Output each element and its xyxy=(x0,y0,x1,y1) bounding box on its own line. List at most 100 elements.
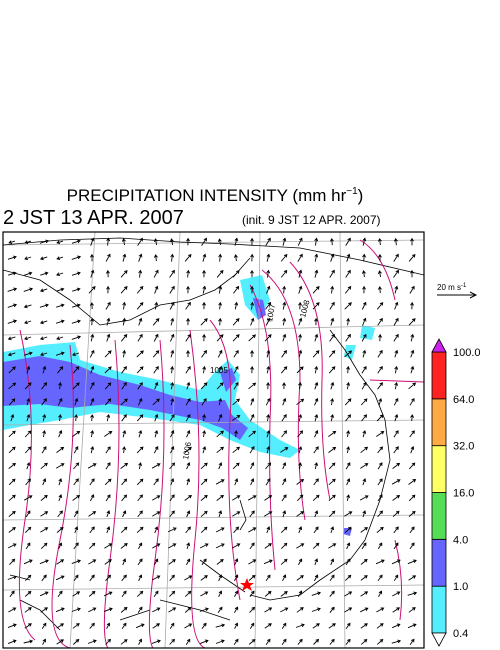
wind-arrow xyxy=(248,334,256,342)
wind-arrow xyxy=(298,269,303,278)
wind-arrow xyxy=(344,591,353,597)
wind-arrow xyxy=(200,462,208,470)
wind-arrow xyxy=(314,269,319,278)
wind-arrow xyxy=(407,623,417,629)
wind-arrow xyxy=(266,414,271,422)
wind-arrow xyxy=(184,590,192,597)
wind-arrow xyxy=(361,270,366,278)
wind-arrow xyxy=(23,495,33,501)
wind-arrow xyxy=(264,495,273,501)
wind-arrow xyxy=(170,446,175,454)
wind-arrow xyxy=(200,526,208,534)
wind-arrow xyxy=(136,526,144,534)
wind-arrow xyxy=(344,350,353,358)
wind-arrow xyxy=(393,526,399,534)
wind-arrow xyxy=(56,287,65,292)
wind-arrow xyxy=(58,494,63,502)
wind-arrow xyxy=(410,365,415,374)
wind-arrow xyxy=(24,430,32,438)
wind-arrow xyxy=(121,478,128,486)
wind-arrow xyxy=(409,397,415,406)
wind-arrow xyxy=(71,607,81,612)
wind-arrow xyxy=(170,381,175,390)
wind-arrow xyxy=(218,365,223,374)
wind-scale-arrow xyxy=(437,291,478,299)
wind-arrow xyxy=(218,462,223,470)
wind-arrow xyxy=(202,333,206,342)
wind-arrow xyxy=(202,446,207,454)
wind-arrow xyxy=(184,606,192,613)
wind-arrow xyxy=(409,542,415,550)
wind-arrow xyxy=(40,494,48,501)
wind-arrow xyxy=(263,559,273,565)
wind-arrow xyxy=(8,382,17,390)
wind-arrow xyxy=(281,622,287,629)
wind-arrow xyxy=(56,623,65,629)
wind-arrow xyxy=(393,317,399,326)
colorbar-box xyxy=(431,538,447,587)
wind-arrow xyxy=(328,543,337,549)
wind-arrow xyxy=(345,333,351,342)
wind-arrow xyxy=(393,397,399,406)
wind-arrow xyxy=(170,253,175,262)
wind-arrow xyxy=(39,288,48,293)
wind-arrow xyxy=(393,430,399,438)
wind-arrow xyxy=(329,590,335,597)
wind-arrow xyxy=(249,510,255,518)
wind-arrow xyxy=(200,494,208,501)
wind-arrow xyxy=(393,253,399,262)
wind-arrow xyxy=(90,365,95,374)
wind-arrow xyxy=(408,253,416,262)
wind-arrow xyxy=(39,559,49,565)
wind-arrow xyxy=(72,638,80,645)
wind-arrow xyxy=(184,575,193,581)
wind-arrow xyxy=(202,285,207,294)
wind-arrow xyxy=(280,269,288,278)
wind-arrow xyxy=(329,269,335,278)
wind-arrow xyxy=(90,302,94,310)
title: PRECIPITATION INTENSITY (mm hr−1) xyxy=(67,186,364,205)
wind-arrow xyxy=(314,317,318,326)
wind-arrow xyxy=(218,574,223,582)
map: 1005 1007 1008 1006 xyxy=(3,232,424,648)
wind-arrow xyxy=(329,301,335,310)
contour-label: 1007 xyxy=(265,303,277,323)
wind-arrow xyxy=(72,382,80,390)
wind-arrow xyxy=(88,590,96,597)
wind-arrow xyxy=(169,590,176,597)
wind-arrow xyxy=(184,446,192,454)
wind-arrow xyxy=(135,623,145,629)
wind-arrow xyxy=(362,478,367,486)
wind-arrow xyxy=(89,381,95,390)
wind-arrow xyxy=(361,414,368,422)
colorbar: 0.4 1.0 4.0 16.0 32.0 64.0 100.0 xyxy=(431,338,481,647)
wind-arrow xyxy=(56,526,64,533)
wind-arrow xyxy=(90,317,94,326)
colorbar-label: 0.4 xyxy=(453,628,468,640)
wind-arrow xyxy=(55,607,65,613)
colorbar-under xyxy=(431,632,447,647)
wind-arrow xyxy=(106,285,110,294)
wind-arrow xyxy=(71,335,82,340)
wind-arrow xyxy=(154,429,159,438)
wind-arrow xyxy=(394,413,399,422)
wind-arrow xyxy=(25,510,31,518)
wind-arrow xyxy=(234,237,239,246)
wind-arrow xyxy=(281,350,287,358)
wind-arrow xyxy=(40,527,49,533)
wind-arrow xyxy=(24,623,32,629)
wind-arrow xyxy=(39,239,49,244)
wind-arrow xyxy=(8,446,16,454)
wind-arrow xyxy=(26,397,31,406)
wind-arrow xyxy=(72,494,81,501)
wind-arrow xyxy=(266,285,271,294)
wind-arrow xyxy=(87,639,97,644)
wind-arrow xyxy=(137,494,143,502)
wind-arrow xyxy=(282,574,287,582)
wind-arrow xyxy=(314,430,319,438)
wind-arrow xyxy=(56,240,64,245)
wind-arrow xyxy=(104,543,113,549)
wind-arrow xyxy=(217,349,223,358)
wind-arrow xyxy=(392,510,400,518)
wind-arrow xyxy=(393,333,399,342)
